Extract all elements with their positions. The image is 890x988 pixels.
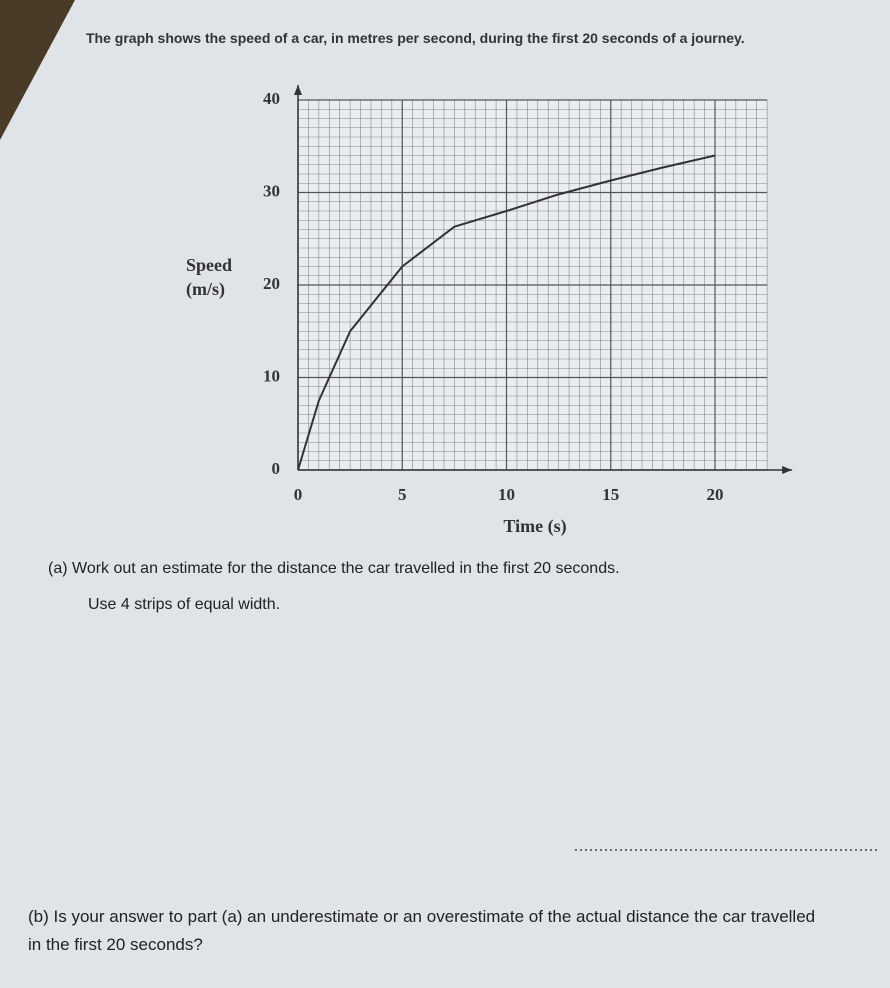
y-tick-label: 10 xyxy=(263,366,280,385)
question-b: (b) Is your answer to part (a) an undere… xyxy=(28,907,816,954)
x-tick-label: 20 xyxy=(707,485,724,504)
y-tick-label: 30 xyxy=(263,181,280,200)
x-tick-label: 15 xyxy=(602,485,619,504)
x-axis-arrow xyxy=(782,466,793,474)
y-tick-label: 0 xyxy=(272,459,281,478)
x-axis-label: Time (s) xyxy=(503,516,567,536)
x-tick-label: 10 xyxy=(498,485,515,504)
intro-text: The graph shows the speed of a car, in m… xyxy=(86,30,745,46)
speed-curve xyxy=(297,154,716,471)
table-corner xyxy=(0,0,75,140)
x-tick-label: 5 xyxy=(398,485,407,504)
x-tick-label: 0 xyxy=(294,485,303,504)
y-tick-label: 40 xyxy=(263,89,280,108)
y-axis-arrow xyxy=(294,85,302,95)
question-a: (a) Work out an estimate for the distanc… xyxy=(48,560,620,577)
y-tick-label: 20 xyxy=(263,274,280,293)
question-a-note: Use 4 strips of equal width. xyxy=(88,596,281,613)
y-axis-label: Speed (m/s) xyxy=(186,255,233,299)
